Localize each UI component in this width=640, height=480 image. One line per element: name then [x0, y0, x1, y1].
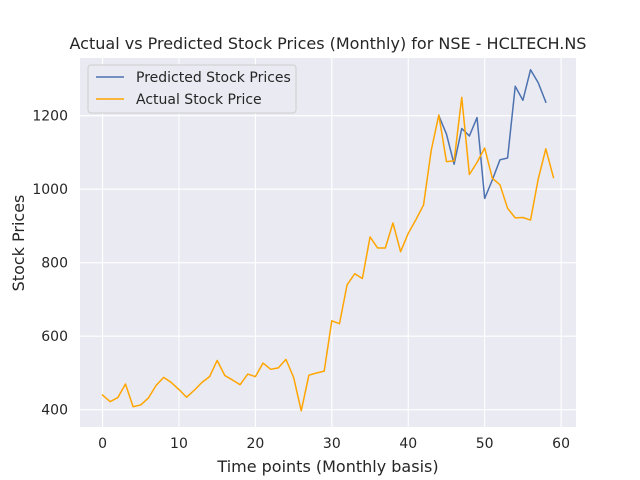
- series-line-actual: [101, 96, 555, 412]
- y-axis-label: Stock Prices: [9, 195, 28, 292]
- y-axis-ticks: 400 600 800 1000 1200: [32, 109, 68, 419]
- y-tick-label: 1200: [32, 109, 68, 125]
- x-tick-label: 60: [552, 436, 570, 452]
- legend-label-actual: Actual Stock Price: [136, 92, 262, 108]
- legend: Predicted Stock Prices Actual Stock Pric…: [87, 64, 297, 114]
- x-axis-label: Time points (Monthly basis): [216, 457, 438, 476]
- x-tick-label: 40: [399, 436, 417, 452]
- x-tick-label: 50: [476, 436, 494, 452]
- x-tick-label: 30: [323, 436, 341, 452]
- legend-box: [87, 64, 297, 114]
- x-tick-label: 20: [246, 436, 264, 452]
- grid-lines: [80, 58, 576, 427]
- y-tick-label: 800: [41, 256, 68, 272]
- y-tick-label: 600: [41, 329, 68, 345]
- x-axis-ticks: 0 10 20 30 40 50 60: [98, 436, 570, 452]
- series-lines: [101, 69, 555, 412]
- plot-area: [80, 58, 576, 427]
- x-tick-label: 10: [170, 436, 188, 452]
- chart-title: Actual vs Predicted Stock Prices (Monthl…: [70, 34, 587, 53]
- legend-label-predicted: Predicted Stock Prices: [136, 70, 291, 86]
- y-tick-label: 1000: [32, 182, 68, 198]
- y-tick-label: 400: [41, 403, 68, 419]
- series-line-predicted: [437, 69, 547, 200]
- x-tick-label: 0: [98, 436, 107, 452]
